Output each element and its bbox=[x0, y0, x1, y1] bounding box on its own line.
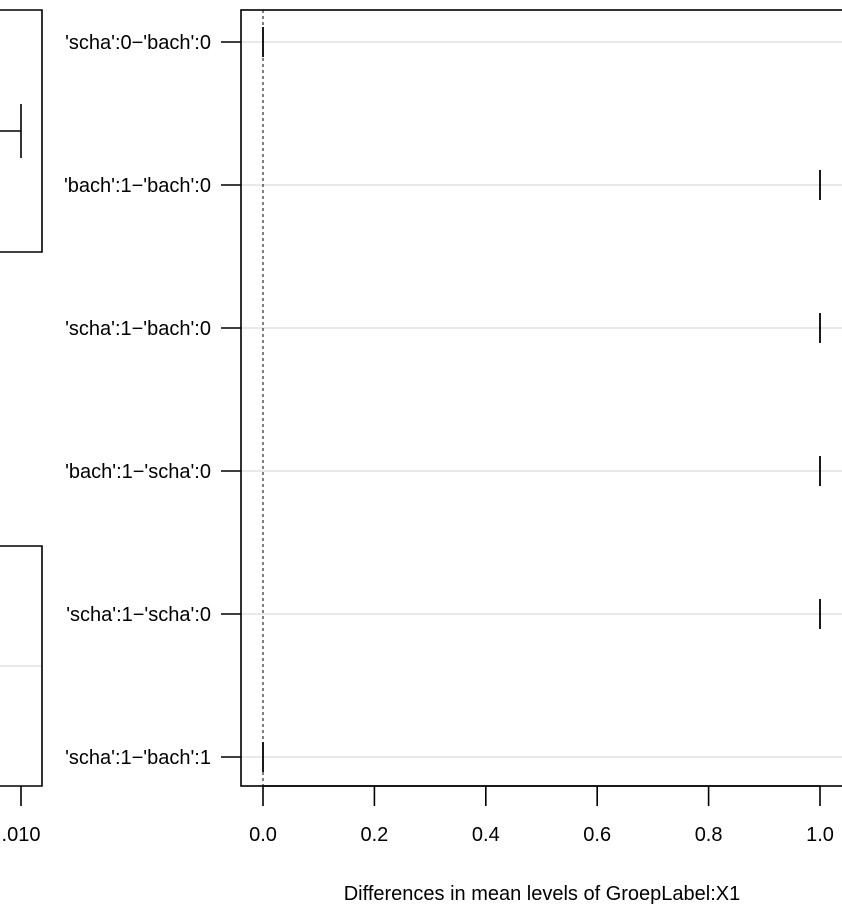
x-tick-label: 0.2 bbox=[360, 824, 388, 846]
x-axis-label: Differences in mean levels of GroepLabel… bbox=[344, 883, 741, 905]
left-panel-x-tick-label: .010 bbox=[2, 824, 41, 846]
interval-marks bbox=[262, 27, 821, 772]
y-tick-label: 'scha':1−'bach':0 bbox=[65, 318, 211, 340]
left-panel-box-top bbox=[0, 9, 43, 253]
y-tick-label: 'bach':1−'scha':0 bbox=[65, 461, 211, 483]
x-tick-label: 0.0 bbox=[249, 824, 277, 846]
y-tick-label: 'scha':1−'bach':1 bbox=[65, 747, 211, 769]
left-panel: .010 bbox=[0, 9, 43, 846]
x-tick-label: 0.6 bbox=[583, 824, 611, 846]
x-tick-label: 0.8 bbox=[695, 824, 723, 846]
y-tick-label: 'scha':1−'scha':0 bbox=[66, 604, 211, 626]
x-tick-label: 1.0 bbox=[806, 824, 834, 846]
y-tick-label: 'scha':0−'bach':0 bbox=[65, 32, 211, 54]
gridlines bbox=[241, 41, 842, 758]
x-tick-label: 0.4 bbox=[472, 824, 500, 846]
y-tick-label: 'bach':1−'bach':0 bbox=[64, 175, 211, 197]
x-axis: 0.0 0.2 0.4 0.6 0.8 1.0 bbox=[249, 785, 834, 846]
plot-frame bbox=[240, 9, 842, 787]
main-panel: 'scha':0−'bach':0 'bach':1−'bach':0 'scha'… bbox=[64, 9, 842, 905]
y-axis: 'scha':0−'bach':0 'bach':1−'bach':0 'scha'… bbox=[64, 32, 241, 769]
